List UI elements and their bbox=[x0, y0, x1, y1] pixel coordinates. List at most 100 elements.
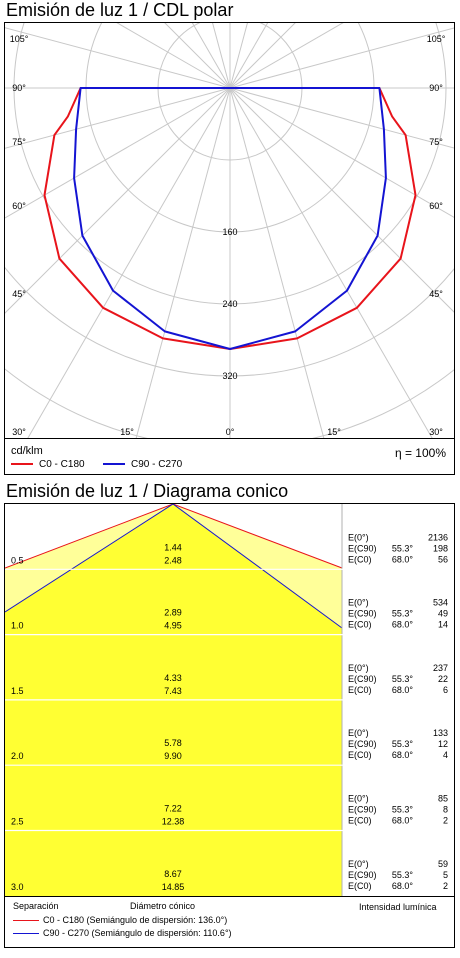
polar-spoke bbox=[5, 87, 231, 219]
cone-diameter-c90: 9.90 bbox=[164, 751, 182, 761]
cone-ec0-label: E(C0) bbox=[348, 750, 372, 760]
cone-e90-value: 12 bbox=[438, 739, 448, 749]
legend-c0-swatch bbox=[11, 463, 33, 466]
cone-e90-value: 49 bbox=[438, 609, 448, 619]
cone-e0-value: 237 bbox=[433, 663, 448, 673]
cone-e90-label: E(C90) bbox=[348, 609, 377, 619]
cone-divider bbox=[5, 896, 454, 897]
cone-diameter-c0: 7.22 bbox=[164, 804, 182, 814]
cone-ec0-label: E(C0) bbox=[348, 881, 372, 891]
legend-c90: C90 - C270 bbox=[103, 459, 182, 470]
cone-line-c90-left bbox=[5, 504, 174, 613]
cone-diameter-c0: 2.89 bbox=[164, 608, 182, 618]
cone-e90-label: E(C90) bbox=[348, 805, 377, 815]
polar-angle-label: 45° bbox=[429, 289, 443, 299]
polar-panel: 105° 90° 75° 60° 45° 30° 15° 0° 15° 30° 45° 60° 75° 9… bbox=[4, 22, 455, 475]
cone-e90-angle: 55.3° bbox=[392, 739, 414, 749]
cone-e0-label: E(0°) bbox=[348, 663, 369, 673]
polar-divider bbox=[5, 438, 454, 439]
cone-e0-value: 534 bbox=[433, 598, 448, 608]
cone-height-label: 1.5 bbox=[11, 686, 24, 696]
polar-spoke bbox=[116, 23, 231, 89]
polar-angle-label: 30° bbox=[429, 427, 443, 437]
polar-spoke bbox=[164, 23, 231, 89]
polar-spoke bbox=[229, 23, 296, 89]
cone-height-label: 3.0 bbox=[11, 882, 24, 892]
cone-height-label: 1.0 bbox=[11, 621, 24, 631]
footer-c0-line bbox=[13, 920, 39, 922]
cone-e90-label: E(C90) bbox=[348, 870, 377, 880]
cone-line-c0-left bbox=[5, 504, 174, 569]
cone-ec0-value: 6 bbox=[443, 685, 448, 695]
cone-e90-label: E(C90) bbox=[348, 543, 377, 553]
polar-spoke bbox=[212, 23, 231, 89]
cone-height-label: 2.0 bbox=[11, 751, 24, 761]
cone-ec0-angle: 68.0° bbox=[392, 816, 414, 826]
polar-angle-label: 105° bbox=[427, 34, 446, 44]
cone-ec0-angle: 68.0° bbox=[392, 685, 414, 695]
polar-series-c0 bbox=[43, 87, 417, 350]
polar-radial-label: 240 bbox=[222, 299, 237, 309]
cone-e90-angle: 55.3° bbox=[392, 674, 414, 684]
cone-ec0-label: E(C0) bbox=[348, 554, 372, 564]
polar-spoke bbox=[5, 87, 231, 149]
cone-e90-value: 198 bbox=[433, 543, 448, 553]
polar-angle-label: 45° bbox=[12, 289, 26, 299]
polar-spoke bbox=[229, 87, 454, 313]
cone-ec0-value: 14 bbox=[438, 620, 448, 630]
cone-e0-value: 85 bbox=[438, 794, 448, 804]
cone-diameter-c0: 4.33 bbox=[164, 673, 182, 683]
polar-spoke bbox=[27, 87, 231, 438]
polar-spoke bbox=[5, 87, 231, 314]
cone-ec0-angle: 68.0° bbox=[392, 750, 414, 760]
footer-intensity: Intensidad lumínica bbox=[359, 902, 437, 912]
polar-angle-label: 0° bbox=[226, 427, 235, 437]
footer-c0-label: C0 - C180 (Semiángulo de dispersión: 136… bbox=[43, 915, 228, 925]
cone-height-label: 2.5 bbox=[11, 817, 24, 827]
cone-plot: 0.5 1.44 2.48 E(0°) 2136 E(C90) 55.3° 198 E(C0) 6… bbox=[5, 504, 454, 896]
cone-e90-value: 22 bbox=[438, 674, 448, 684]
cone-ec0-value: 2 bbox=[443, 816, 448, 826]
cone-height-label: 0.5 bbox=[11, 555, 24, 565]
cone-ec0-label: E(C0) bbox=[348, 620, 372, 630]
polar-plot: 105° 90° 75° 60° 45° 30° 15° 0° 15° 30° 45° 60° 75° 9… bbox=[5, 23, 454, 438]
polar-spoke bbox=[191, 23, 231, 89]
polar-spoke bbox=[229, 23, 344, 89]
cone-e90-angle: 55.3° bbox=[392, 543, 414, 553]
polar-spoke bbox=[5, 27, 231, 89]
cone-e90-angle: 55.3° bbox=[392, 805, 414, 815]
cone-e0-value: 59 bbox=[438, 859, 448, 869]
cone-diameter-c90: 7.43 bbox=[164, 686, 182, 696]
cone-e0-label: E(0°) bbox=[348, 728, 369, 738]
cone-panel: 0.5 1.44 2.48 E(0°) 2136 E(C90) 55.3° 198 E(C0) 6… bbox=[4, 503, 455, 948]
cone-e90-label: E(C90) bbox=[348, 739, 377, 749]
cone-diameter-c90: 2.48 bbox=[164, 555, 182, 565]
legend-c90-label: C90 - C270 bbox=[131, 459, 183, 470]
cone-e90-value: 8 bbox=[443, 805, 448, 815]
polar-spoke bbox=[229, 87, 454, 149]
cone-e0-label: E(0°) bbox=[348, 532, 369, 542]
polar-spoke bbox=[229, 27, 454, 89]
cone-e0-value: 133 bbox=[433, 728, 448, 738]
polar-spoke bbox=[229, 87, 325, 438]
cone-ec0-angle: 68.0° bbox=[392, 554, 414, 564]
cone-e90-label: E(C90) bbox=[348, 674, 377, 684]
cone-ec0-label: E(C0) bbox=[348, 685, 372, 695]
footer-diameter: Diámetro cónico bbox=[130, 901, 196, 911]
polar-angle-label: 75° bbox=[12, 137, 26, 147]
cone-diameter-c90: 4.95 bbox=[164, 621, 182, 631]
cone-ec0-value: 4 bbox=[443, 750, 448, 760]
legend-c0-label: C0 - C180 bbox=[39, 459, 85, 470]
footer-c90-line bbox=[13, 933, 39, 935]
polar-spoke bbox=[229, 23, 269, 89]
polar-spoke bbox=[229, 87, 433, 438]
footer-c0: C0 - C180 (Semiángulo de dispersión: 136… bbox=[13, 915, 227, 925]
polar-angle-label: 60° bbox=[429, 201, 443, 211]
cone-ec0-value: 56 bbox=[438, 554, 448, 564]
cone-diameter-c0: 1.44 bbox=[164, 542, 182, 552]
polar-spoke bbox=[135, 87, 231, 438]
cone-diameter-c0: 5.78 bbox=[164, 738, 182, 748]
cone-line-c0-right bbox=[172, 504, 343, 569]
cone-e0-value: 2136 bbox=[428, 532, 448, 542]
polar-title: Emisión de luz 1 / CDL polar bbox=[6, 0, 234, 20]
